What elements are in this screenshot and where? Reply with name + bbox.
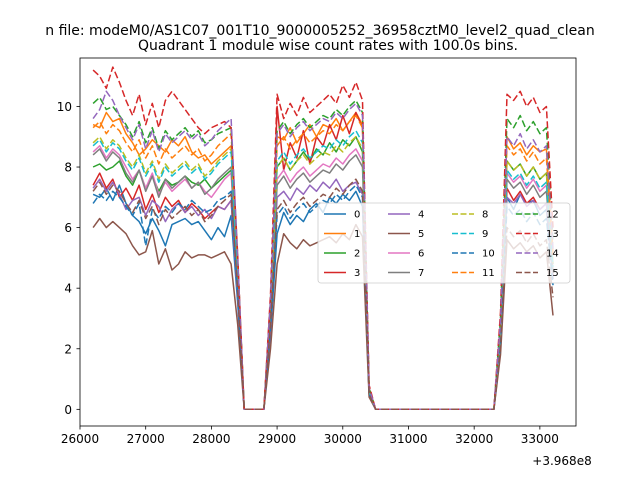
y-axis: 0 2 4 6 8 10 (57, 100, 80, 417)
legend-label-12: 12 (546, 210, 559, 221)
legend-label-14: 14 (546, 249, 559, 260)
x-tick-label: 30000 (324, 432, 362, 446)
legend-label-8: 8 (482, 210, 488, 221)
y-tick-label: 6 (64, 221, 72, 235)
x-tick-label: 31000 (389, 432, 427, 446)
legend-label-0: 0 (354, 210, 360, 221)
plot-frame (79, 57, 577, 427)
x-tick-label: 32000 (455, 432, 493, 446)
y-tick-label: 10 (57, 100, 72, 114)
legend-label-10: 10 (482, 249, 495, 260)
series-line-14 (92, 90, 554, 411)
series-line-13 (92, 66, 554, 411)
legend-label-2: 2 (354, 249, 360, 260)
figure-suptitle: n file: modeM0/AS1C07_001T10_9000005252_… (45, 23, 594, 39)
legend-label-5: 5 (418, 229, 424, 240)
y-tick-label: 2 (64, 342, 72, 356)
legend-label-13: 13 (546, 229, 559, 240)
legend-frame (317, 202, 571, 284)
legend-label-15: 15 (546, 268, 559, 279)
y-tick-label: 8 (64, 161, 72, 175)
legend-label-11: 11 (482, 268, 495, 279)
series-line-15 (92, 178, 554, 411)
x-tick-label: 26000 (61, 432, 99, 446)
y-tick-label: 4 (64, 282, 72, 296)
legend-label-4: 4 (418, 210, 424, 221)
legend-label-9: 9 (482, 229, 488, 240)
legend-label-6: 6 (418, 249, 424, 260)
chart-title: Quadrant 1 module wise count rates with … (138, 38, 518, 54)
y-tick-label: 0 (64, 403, 72, 417)
legend-label-1: 1 (354, 229, 360, 240)
legend-label-7: 7 (418, 268, 424, 279)
x-tick-label: 27000 (127, 432, 165, 446)
x-tick-label: 33000 (521, 432, 559, 446)
x-axis: 26000 27000 28000 29000 30000 31000 32000 33000 (61, 426, 559, 446)
legend-label-3: 3 (354, 268, 360, 279)
x-tick-label: 29000 (258, 432, 296, 446)
x-tick-label: 28000 (192, 432, 230, 446)
x-axis-offset-label: +3.968e8 (532, 454, 591, 468)
